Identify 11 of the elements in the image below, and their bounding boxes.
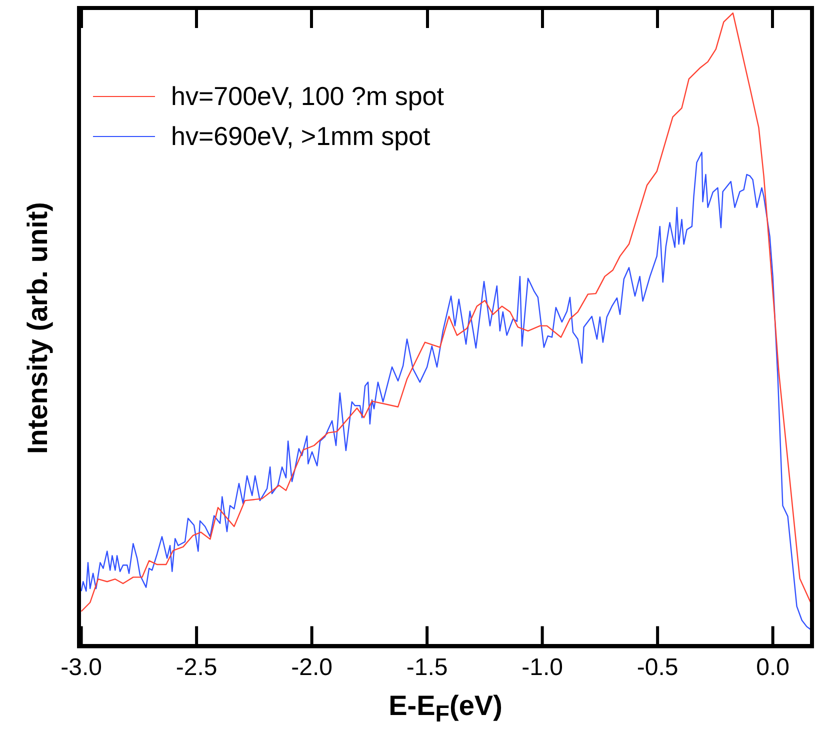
x-tick-label: -2.0 <box>291 654 332 682</box>
x-tick-label: -3.0 <box>60 654 102 682</box>
x-axis-title: E-E$_{F}$(eV) <box>388 690 504 728</box>
legend-label: hv=700eV, 100 ?m spot <box>171 80 444 113</box>
y-axis-title: Intensity (arb. unit) <box>22 202 54 454</box>
x-tick-label: -0.5 <box>636 654 678 682</box>
x-tick-label: -1.0 <box>522 654 563 682</box>
legend-label: hv=690eV, >1mm spot <box>171 120 430 153</box>
x-tick-label: -1.5 <box>406 654 448 682</box>
x-tick-label: -2.5 <box>176 654 218 682</box>
x-tick-label: 0.0 <box>756 654 790 682</box>
